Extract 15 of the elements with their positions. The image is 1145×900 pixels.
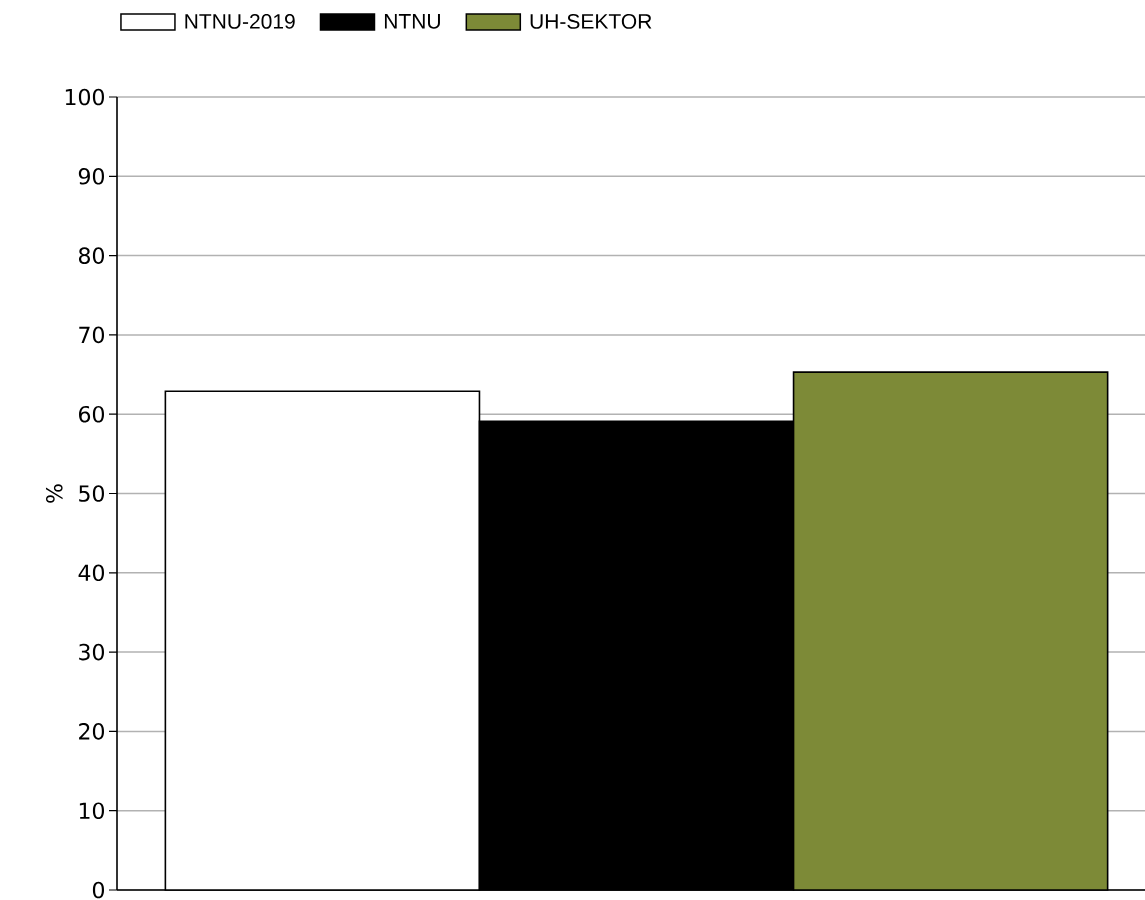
y-tick-label: 50 — [79, 485, 104, 502]
legend-label: UH-SEKTOR — [530, 13, 652, 29]
y-tick-label: 80 — [78, 247, 104, 264]
y-tick-label: 20 — [79, 723, 104, 740]
legend-label: NTNU — [384, 14, 440, 29]
y-tick-label: 30 — [79, 643, 104, 661]
y-tick-label: 40 — [78, 564, 104, 582]
y-axis-title: % — [45, 484, 63, 503]
y-tick-label: 60 — [79, 405, 104, 423]
y-tick-label: 10 — [79, 802, 104, 820]
y-tick-label: 90 — [78, 167, 104, 185]
y-tick-label: 0 — [92, 881, 104, 899]
y-tick-label: 70 — [79, 326, 104, 344]
legend-label: NTNU-2019 — [185, 13, 295, 29]
y-tick-label: 100 — [65, 88, 104, 106]
